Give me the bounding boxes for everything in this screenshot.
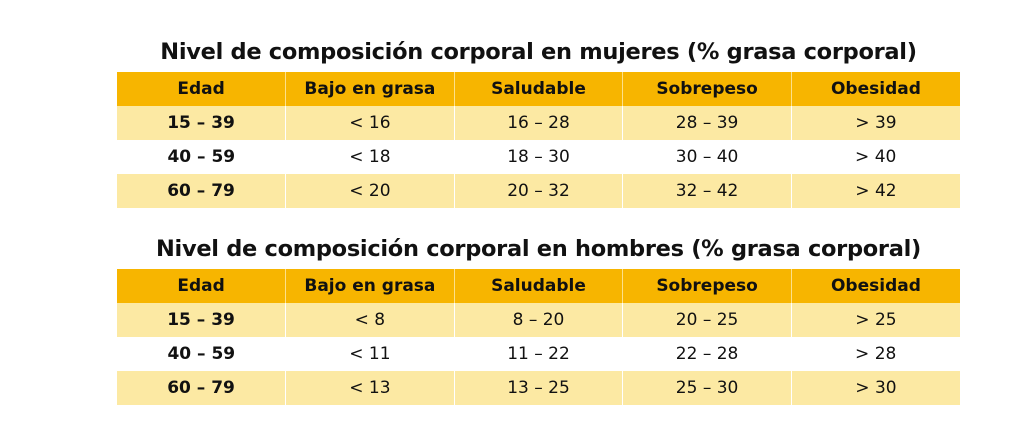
overweight-cell: 30 – 40 [622, 140, 792, 174]
table-row: 15 – 39 < 8 8 – 20 20 – 25 > 25 [117, 303, 960, 337]
overweight-cell: 22 – 28 [622, 337, 792, 371]
header-age: Edad [117, 269, 286, 303]
age-range-cell: 40 – 59 [117, 337, 286, 371]
low-fat-cell: < 13 [285, 371, 455, 405]
obesity-cell: > 39 [790, 106, 960, 140]
header-low-fat: Bajo en grasa [285, 269, 455, 303]
obesity-cell: > 30 [790, 371, 960, 405]
healthy-cell: 11 – 22 [454, 337, 623, 371]
low-fat-cell: < 16 [285, 106, 455, 140]
men-body-fat-section: Nivel de composición corporal en hombres… [117, 229, 960, 405]
header-healthy: Saludable [453, 269, 623, 303]
men-body-fat-table: Edad Bajo en grasa Saludable Sobrepeso O… [117, 269, 960, 405]
low-fat-cell: < 18 [285, 140, 455, 174]
age-range-cell: 15 – 39 [117, 303, 286, 337]
obesity-cell: > 40 [791, 140, 960, 174]
men-table-title: Nivel de composición corporal en hombres… [156, 236, 921, 262]
overweight-cell: 32 – 42 [622, 174, 792, 208]
age-range-cell: 60 – 79 [117, 174, 286, 208]
table-row: 60 – 79 < 13 13 – 25 25 – 30 > 30 [117, 371, 960, 405]
age-range-cell: 15 – 39 [117, 106, 286, 140]
age-range-cell: 60 – 79 [117, 371, 286, 405]
header-age: Edad [117, 72, 286, 106]
overweight-cell: 25 – 30 [622, 371, 792, 405]
healthy-cell: 20 – 32 [453, 174, 623, 208]
header-overweight: Sobrepeso [622, 269, 792, 303]
age-range-cell: 40 – 59 [117, 140, 286, 174]
women-table-title: Nivel de composición corporal en mujeres… [160, 39, 917, 65]
table-row: 60 – 79 < 20 20 – 32 32 – 42 > 42 [117, 174, 960, 208]
healthy-cell: 16 – 28 [453, 106, 623, 140]
table-row: 40 – 59 < 18 18 – 30 30 – 40 > 40 [117, 140, 960, 174]
obesity-cell: > 42 [790, 174, 960, 208]
low-fat-cell: < 8 [285, 303, 455, 337]
header-obesity: Obesidad [790, 269, 960, 303]
header-healthy: Saludable [453, 72, 623, 106]
women-body-fat-section: Nivel de composición corporal en mujeres… [117, 32, 960, 208]
healthy-cell: 18 – 30 [454, 140, 623, 174]
healthy-cell: 13 – 25 [453, 371, 623, 405]
low-fat-cell: < 11 [285, 337, 455, 371]
header-overweight: Sobrepeso [622, 72, 792, 106]
header-low-fat: Bajo en grasa [285, 72, 455, 106]
obesity-cell: > 25 [790, 303, 960, 337]
overweight-cell: 20 – 25 [622, 303, 792, 337]
healthy-cell: 8 – 20 [453, 303, 623, 337]
header-obesity: Obesidad [790, 72, 960, 106]
table-row: 15 – 39 < 16 16 – 28 28 – 39 > 39 [117, 106, 960, 140]
table-header-row: Edad Bajo en grasa Saludable Sobrepeso O… [117, 72, 960, 106]
obesity-cell: > 28 [791, 337, 960, 371]
low-fat-cell: < 20 [285, 174, 455, 208]
overweight-cell: 28 – 39 [622, 106, 792, 140]
table-row: 40 – 59 < 11 11 – 22 22 – 28 > 28 [117, 337, 960, 371]
table-header-row: Edad Bajo en grasa Saludable Sobrepeso O… [117, 269, 960, 303]
women-body-fat-table: Edad Bajo en grasa Saludable Sobrepeso O… [117, 72, 960, 208]
